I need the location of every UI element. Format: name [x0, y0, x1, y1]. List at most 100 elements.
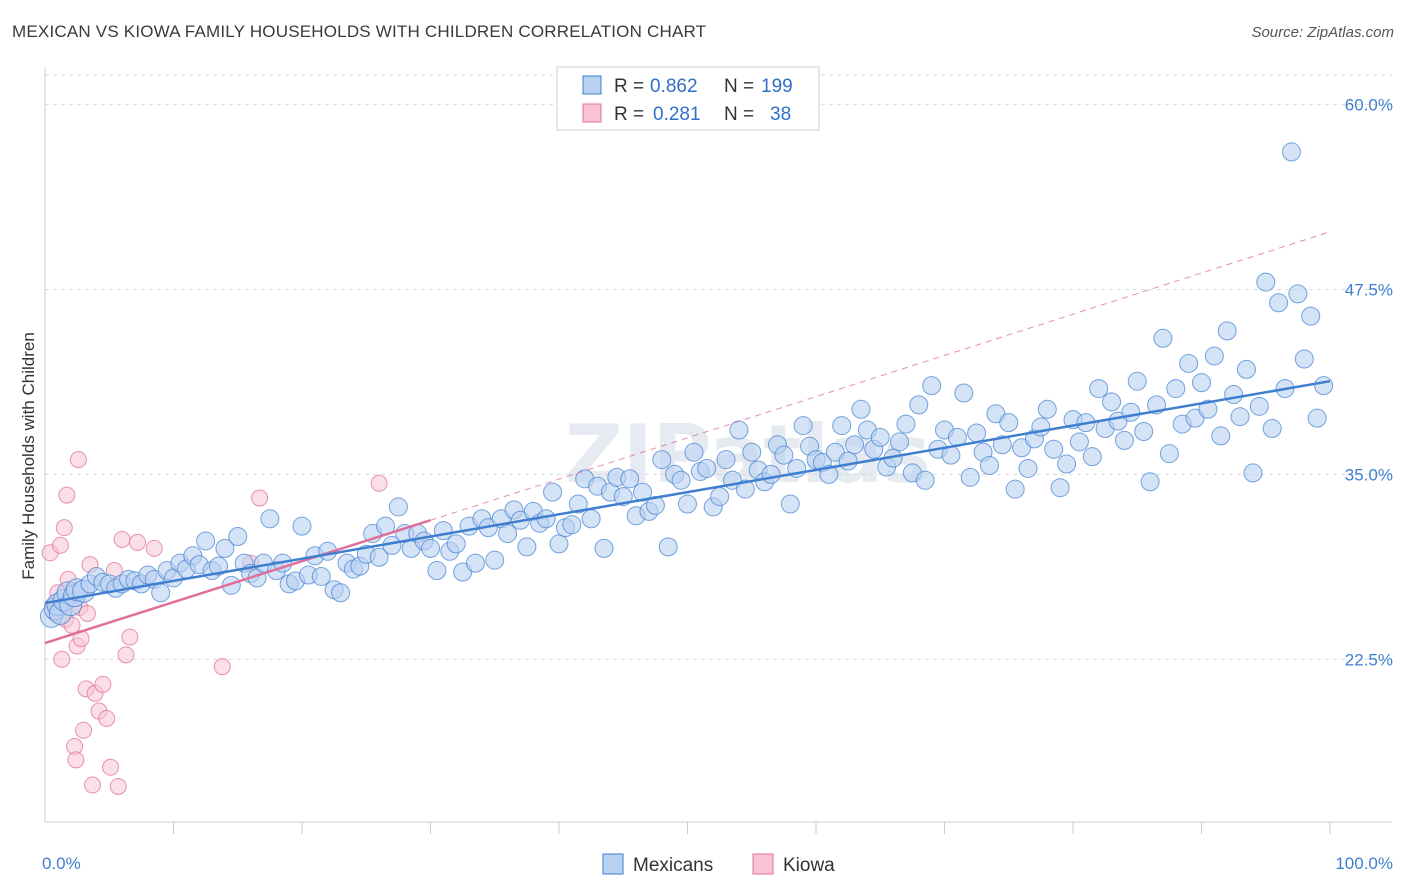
legend-n-label-1: N = [724, 76, 754, 97]
mexicans-point [999, 413, 1019, 433]
legend-n-value-1: 199 [761, 76, 793, 97]
mexicans-point [832, 416, 852, 436]
mexicans-point [729, 420, 749, 440]
mexicans-point [710, 487, 730, 507]
stats-legend: R = 0.862 N = 199 R = 0.281 N = 38 [556, 66, 820, 131]
mexicans-point [331, 583, 351, 603]
kiowa-point [67, 751, 85, 769]
mexicans-point [979, 456, 999, 476]
mexicans-point [1224, 385, 1244, 405]
kiowa-point [98, 709, 116, 727]
x-tick-label-1: 100.0% [1335, 854, 1393, 873]
mexicans-point [1307, 408, 1327, 428]
mexicans-point [1159, 444, 1179, 464]
mexicans-point [311, 566, 331, 586]
mexicans-point [1204, 346, 1224, 366]
mexicans-point [1236, 359, 1256, 379]
kiowa-point [53, 650, 71, 668]
mexicans-point [658, 537, 678, 557]
legend-swatch-mexicans [582, 75, 602, 95]
mexicans-point [388, 497, 408, 517]
mexicans-point [208, 556, 228, 576]
mexicans-point [228, 527, 248, 547]
mexicans-point [613, 487, 633, 507]
kiowa-point [78, 604, 96, 622]
mexicans-point [1018, 458, 1038, 478]
mexicans-point [1301, 306, 1321, 326]
kiowa-point [370, 474, 388, 492]
kiowa-point [213, 658, 231, 676]
mexicans-point [1249, 396, 1269, 416]
mexicans-point [678, 494, 697, 514]
mexicans-point [1262, 419, 1282, 439]
y-axis-label: Family Households with Children [19, 332, 38, 580]
kiowa-point [58, 486, 76, 504]
trend-lines [44, 231, 1331, 645]
kiowa-point [251, 489, 269, 507]
mexicans-point [1050, 478, 1070, 498]
mexicans-point [1069, 432, 1089, 452]
mexicans-point [562, 515, 582, 535]
mexicans-point [761, 464, 781, 484]
mexicans-point [1166, 379, 1186, 399]
mexicans-point [819, 464, 839, 484]
mexicans-point [1192, 373, 1211, 393]
mexicans-point [1269, 293, 1289, 313]
kiowa-point [51, 536, 69, 554]
bottom-swatch-kiowa [752, 853, 774, 875]
mexicans-point [215, 538, 235, 558]
bottom-swatch-mexicans [602, 853, 624, 875]
legend-r-label-2: R = [614, 104, 644, 125]
kiowa-point [113, 530, 131, 548]
mexicans-point [1281, 142, 1301, 162]
mexicans-point [1127, 371, 1147, 391]
mexicans-point [196, 531, 216, 551]
mexicans-point [1037, 399, 1057, 419]
mexicans-point [793, 416, 813, 436]
y-tick-label-1: 35.0% [1345, 465, 1393, 484]
mexicans-point [1179, 353, 1199, 373]
mexicans-point [992, 435, 1012, 455]
mexicans-point [1288, 284, 1308, 304]
mexicans-point [151, 583, 171, 603]
mexicans-point [543, 482, 563, 502]
mexicans-point [517, 537, 537, 557]
series-legend: Mexicans Kiowa [602, 853, 835, 876]
tick-labels: 22.5% 35.0% 47.5% 60.0% 0.0% 100.0% [42, 96, 1393, 873]
chart-title: MEXICAN VS KIOWA FAMILY HOUSEHOLDS WITH … [12, 22, 707, 41]
mexicans-trend-line [44, 379, 1331, 605]
legend-swatch-kiowa [582, 103, 602, 123]
mexicans-point [1089, 379, 1109, 399]
kiowa-point [94, 675, 112, 693]
mexicans-point [549, 534, 569, 554]
kiowa-point [55, 519, 73, 537]
mexicans-point [671, 470, 691, 490]
mexicans-point [1005, 479, 1025, 499]
mexicans-point [780, 494, 800, 514]
mexicans-point [465, 553, 485, 573]
mexicans-point [260, 509, 280, 529]
mexicans-point [369, 547, 389, 567]
mexicans-point [890, 432, 910, 452]
mexicans-point [915, 470, 935, 490]
mexicans-point [870, 427, 890, 447]
legend-n-label-2: N = [724, 104, 754, 125]
mexicans-point [594, 538, 614, 558]
mexicans-point [1153, 328, 1173, 348]
legend-r-label-1: R = [614, 76, 644, 97]
kiowa-point [129, 533, 147, 551]
mexicans-point [568, 494, 588, 514]
kiowa-point [145, 539, 163, 557]
mexicans-point [967, 423, 987, 443]
mexicans-point [433, 521, 453, 541]
mexicans-point [909, 395, 929, 415]
kiowa-points [41, 451, 388, 795]
mexicans-point [652, 450, 672, 470]
y-tick-label-2: 47.5% [1345, 280, 1393, 299]
mexicans-point [1314, 376, 1334, 396]
mexicans-point [1082, 447, 1102, 467]
mexicans-point [922, 376, 942, 396]
mexicans-point [838, 451, 858, 471]
mexicans-point [1102, 392, 1122, 412]
